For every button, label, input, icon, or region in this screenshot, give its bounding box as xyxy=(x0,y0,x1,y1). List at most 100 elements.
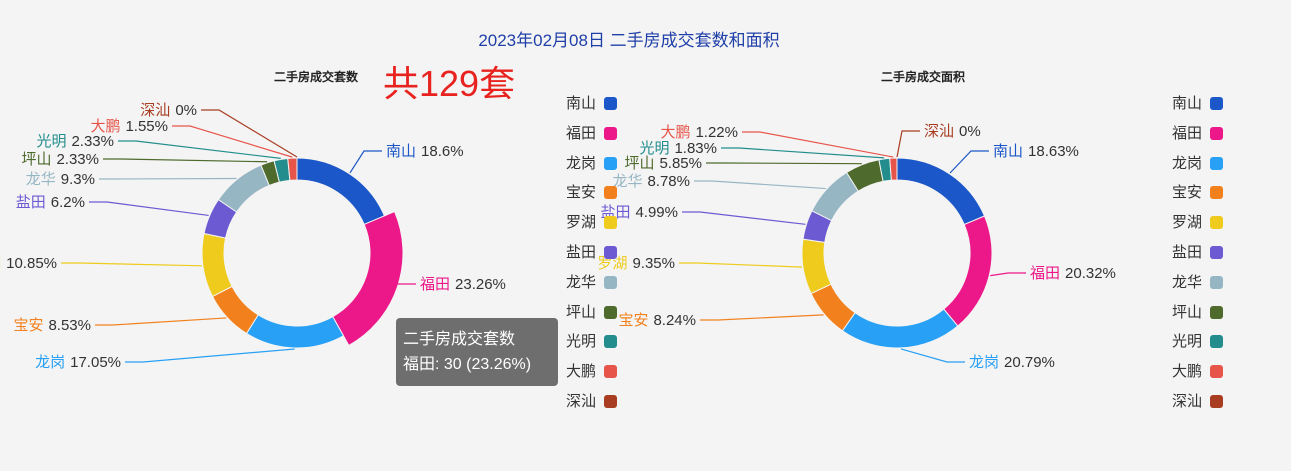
legend-swatch xyxy=(604,156,617,170)
legend-item-0-4[interactable]: 罗湖 xyxy=(566,213,617,233)
legend-item-1-4[interactable]: 罗湖 xyxy=(1172,213,1223,233)
legend-item-1-7[interactable]: 坪山 xyxy=(1172,303,1223,323)
data-label-name-0-9: 大鹏 xyxy=(90,118,120,135)
legend-item-0-2[interactable]: 龙岗 xyxy=(566,154,617,174)
legend-swatch xyxy=(1210,216,1223,230)
data-label-name-1-1: 福田 xyxy=(1030,265,1060,282)
legend-item-1-6[interactable]: 龙华 xyxy=(1172,273,1223,293)
legend-swatch xyxy=(604,395,617,408)
legend-label: 罗湖 xyxy=(566,214,597,232)
legend-item-1-1[interactable]: 福田 xyxy=(1172,124,1223,144)
slice-0-6[interactable] xyxy=(217,164,270,213)
legend-swatch xyxy=(604,186,617,200)
legend-item-1-9[interactable]: 大鹏 xyxy=(1172,362,1223,382)
data-label-value-1-0: 18.63% xyxy=(1028,143,1079,160)
legend-swatch xyxy=(604,365,617,379)
legend-item-1-10[interactable]: 深汕 xyxy=(1172,392,1223,412)
data-label-value-0-7: 2.33% xyxy=(56,151,99,168)
data-label-0-6: 龙华 9.3% xyxy=(26,171,95,188)
slice-0-9[interactable] xyxy=(287,157,298,181)
data-label-name-1-6: 龙华 xyxy=(612,173,642,190)
leader-line-0-4 xyxy=(61,262,202,267)
data-label-name-0-3: 宝安 xyxy=(13,317,43,334)
slice-0-1[interactable] xyxy=(332,210,404,347)
slice-1-1[interactable] xyxy=(943,215,993,327)
chart-title-area: 二手房成交面积 xyxy=(881,70,966,84)
legend-item-0-9[interactable]: 大鹏 xyxy=(566,362,617,382)
legend-item-0-0[interactable]: 南山 xyxy=(566,94,617,114)
leader-line-0-9 xyxy=(172,125,293,158)
legend-label: 罗湖 xyxy=(1172,214,1203,232)
legend-swatch xyxy=(1210,126,1223,140)
leader-line-0-0 xyxy=(349,150,382,174)
data-label-name-0-2: 龙岗 xyxy=(35,354,65,371)
data-label-name-1-10: 深汕 xyxy=(924,123,954,140)
data-label-name-1-7: 坪山 xyxy=(624,155,654,172)
data-label-0-4: 罗湖 10.85% xyxy=(0,255,57,272)
legend-item-1-5[interactable]: 盐田 xyxy=(1172,243,1223,263)
data-label-name-1-3: 宝安 xyxy=(618,312,648,329)
data-label-value-0-5: 6.2% xyxy=(51,194,85,211)
data-label-1-1: 福田 20.32% xyxy=(1030,265,1116,282)
data-label-0-10: 深汕 0% xyxy=(140,102,197,119)
legend-item-1-2[interactable]: 龙岗 xyxy=(1172,154,1223,174)
legend-item-1-8[interactable]: 光明 xyxy=(1172,332,1223,352)
legend-swatch xyxy=(1210,275,1223,289)
leader-line-0-2 xyxy=(125,348,295,363)
slice-1-0[interactable] xyxy=(896,157,986,226)
data-label-value-0-4: 10.85% xyxy=(6,255,57,272)
legend-label: 盐田 xyxy=(566,244,597,261)
slice-0-0[interactable] xyxy=(296,157,386,226)
legend-item-0-8[interactable]: 光明 xyxy=(566,332,617,352)
data-label-value-1-3: 8.24% xyxy=(653,312,696,329)
legend-swatch xyxy=(1210,305,1223,319)
legend-swatch xyxy=(1210,335,1223,349)
data-label-value-1-8: 1.83% xyxy=(674,140,717,157)
slice-0-2[interactable] xyxy=(245,314,345,349)
legend-item-0-6[interactable]: 龙华 xyxy=(566,273,617,293)
data-label-value-1-5: 4.99% xyxy=(635,204,678,221)
data-label-1-2: 龙岗 20.79% xyxy=(969,354,1055,371)
data-label-value-1-6: 8.78% xyxy=(647,173,690,190)
data-label-1-4: 罗湖 9.35% xyxy=(597,255,675,272)
data-label-0-7: 坪山 2.33% xyxy=(21,151,99,168)
legend-swatch xyxy=(604,305,617,319)
data-label-name-1-4: 罗湖 xyxy=(597,255,627,272)
data-label-value-1-7: 5.85% xyxy=(659,155,702,172)
leader-line-0-10 xyxy=(201,109,298,158)
leader-line-1-2 xyxy=(900,348,965,363)
legend-item-1-0[interactable]: 南山 xyxy=(1172,94,1223,114)
data-label-0-1: 福田 23.26% xyxy=(420,276,506,293)
legend-swatch xyxy=(604,335,617,349)
legend-label: 深汕 xyxy=(1172,393,1203,410)
slice-1-2[interactable] xyxy=(841,308,959,349)
slice-1-9[interactable] xyxy=(889,157,898,181)
total-count-label: 共129套 xyxy=(383,63,516,104)
legend-item-0-1[interactable]: 福田 xyxy=(566,124,617,144)
data-label-0-5: 盐田 6.2% xyxy=(16,194,85,211)
leader-line-0-5 xyxy=(89,201,209,217)
data-label-name-0-1: 福田 xyxy=(420,276,450,293)
slice-0-4[interactable] xyxy=(201,232,233,298)
tooltip-content: 福田: 30 (23.26%) xyxy=(403,356,532,373)
legend-swatch xyxy=(1210,186,1223,200)
legend-swatch xyxy=(604,275,617,289)
legend-label: 福田 xyxy=(1172,124,1203,142)
legend-label: 南山 xyxy=(566,95,597,112)
legend-swatch xyxy=(604,126,617,140)
data-label-name-0-8: 光明 xyxy=(36,133,66,150)
legend-item-0-7[interactable]: 坪山 xyxy=(566,303,617,323)
legend-item-0-5[interactable]: 盐田 xyxy=(566,243,617,263)
leader-line-1-9 xyxy=(742,131,894,158)
legend-item-1-3[interactable]: 宝安 xyxy=(1172,183,1223,203)
data-label-name-1-0: 南山 xyxy=(993,143,1023,160)
slice-1-4[interactable] xyxy=(801,238,832,295)
data-label-value-0-2: 17.05% xyxy=(70,354,121,371)
leader-line-0-6 xyxy=(99,177,237,180)
legend-item-0-10[interactable]: 深汕 xyxy=(566,392,617,412)
legend-item-0-3[interactable]: 宝安 xyxy=(566,183,617,203)
legend-label: 大鹏 xyxy=(566,363,597,381)
data-label-1-9: 大鹏 1.22% xyxy=(660,124,738,141)
data-label-name-1-8: 光明 xyxy=(639,140,669,157)
